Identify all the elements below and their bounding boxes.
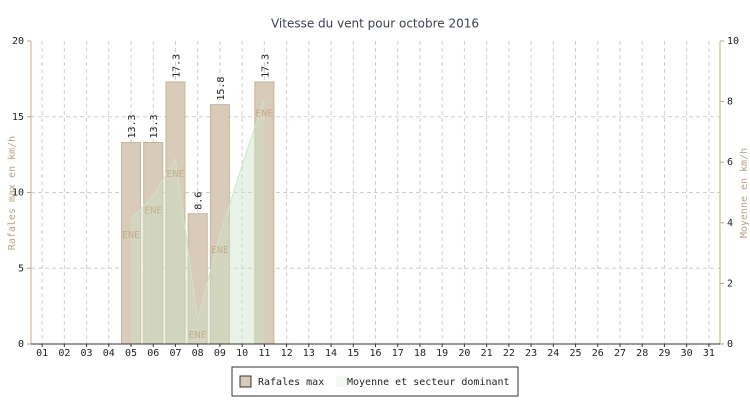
x-tick-label: 07 — [169, 348, 181, 359]
legend-swatch — [239, 375, 252, 388]
x-tick-label: 31 — [703, 348, 715, 359]
legend-label: Rafales max — [258, 377, 324, 388]
x-tick-label: 02 — [58, 348, 70, 359]
area-fill — [131, 98, 265, 344]
direction-label: ENE — [166, 169, 184, 180]
x-tick-label: 09 — [214, 348, 226, 359]
x-tick-label: 20 — [458, 348, 470, 359]
bar-value-label: 13.3 — [149, 114, 160, 138]
x-tick-label: 05 — [125, 348, 137, 359]
line — [130, 98, 265, 320]
y2-tick-label: 4 — [727, 218, 733, 229]
x-tick-label: 16 — [369, 348, 381, 359]
direction-label: ENE — [255, 109, 273, 120]
bar-value-label: 8.6 — [194, 192, 205, 210]
y2-tick-label: 0 — [727, 339, 733, 350]
x-tick-label: 11 — [258, 348, 270, 359]
bar-value-label: 17.3 — [171, 54, 182, 78]
x-tick-label: 12 — [281, 348, 293, 359]
bar-value-label: 13.3 — [127, 114, 138, 138]
y-tick-label: 5 — [18, 263, 24, 274]
y-tick-label: 0 — [18, 339, 24, 350]
x-tick-label: 04 — [103, 348, 115, 359]
x-tick-label: 17 — [392, 348, 404, 359]
x-tick-label: 14 — [325, 348, 337, 359]
direction-label: ENE — [144, 206, 162, 217]
legend: Rafales max Moyenne et secteur dominant — [231, 366, 519, 397]
chart-title: Vitesse du vent pour octobre 2016 — [271, 17, 479, 31]
x-tick-label: 26 — [592, 348, 604, 359]
direction-label: ENE — [122, 230, 140, 241]
bar-value-label: 17.3 — [260, 54, 271, 78]
x-tick-label: 21 — [481, 348, 493, 359]
x-tick-label: 13 — [303, 348, 315, 359]
direction-label: ENE — [211, 245, 229, 256]
y-tick-label: 15 — [12, 112, 24, 123]
y2-tick-label: 6 — [727, 157, 733, 168]
x-tick-label: 25 — [570, 348, 582, 359]
x-tick-label: 29 — [658, 348, 670, 359]
x-tick-label: 15 — [347, 348, 359, 359]
bar-value-label: 15.8 — [216, 77, 227, 101]
x-tick-label: 19 — [436, 348, 448, 359]
y2-tick-label: 10 — [727, 36, 739, 47]
y-tick-label: 20 — [12, 36, 24, 47]
x-tick-label: 28 — [636, 348, 648, 359]
x-tick-label: 01 — [36, 348, 48, 359]
y-axis-label: Rafales max en km/h — [7, 136, 18, 250]
y2-tick-label: 2 — [727, 278, 733, 289]
x-tick-label: 03 — [81, 348, 93, 359]
x-tick-label: 08 — [192, 348, 204, 359]
x-tick-label: 06 — [147, 348, 159, 359]
y2-tick-label: 8 — [727, 97, 733, 108]
x-tick-label: 30 — [681, 348, 693, 359]
x-tick-label: 24 — [547, 348, 559, 359]
legend-swatch — [336, 376, 347, 387]
legend-label: Moyenne et secteur dominant — [347, 377, 510, 388]
x-tick-label: 23 — [525, 348, 537, 359]
direction-label: ENE — [189, 330, 207, 341]
x-tick-label: 18 — [414, 348, 426, 359]
x-tick-label: 27 — [614, 348, 626, 359]
y-tick-label: 10 — [12, 188, 24, 199]
legend-box — [231, 366, 519, 397]
x-tick-label: 22 — [503, 348, 515, 359]
y2-axis-label: Moyenne en km/h — [739, 148, 750, 238]
x-tick-label: 10 — [236, 348, 248, 359]
